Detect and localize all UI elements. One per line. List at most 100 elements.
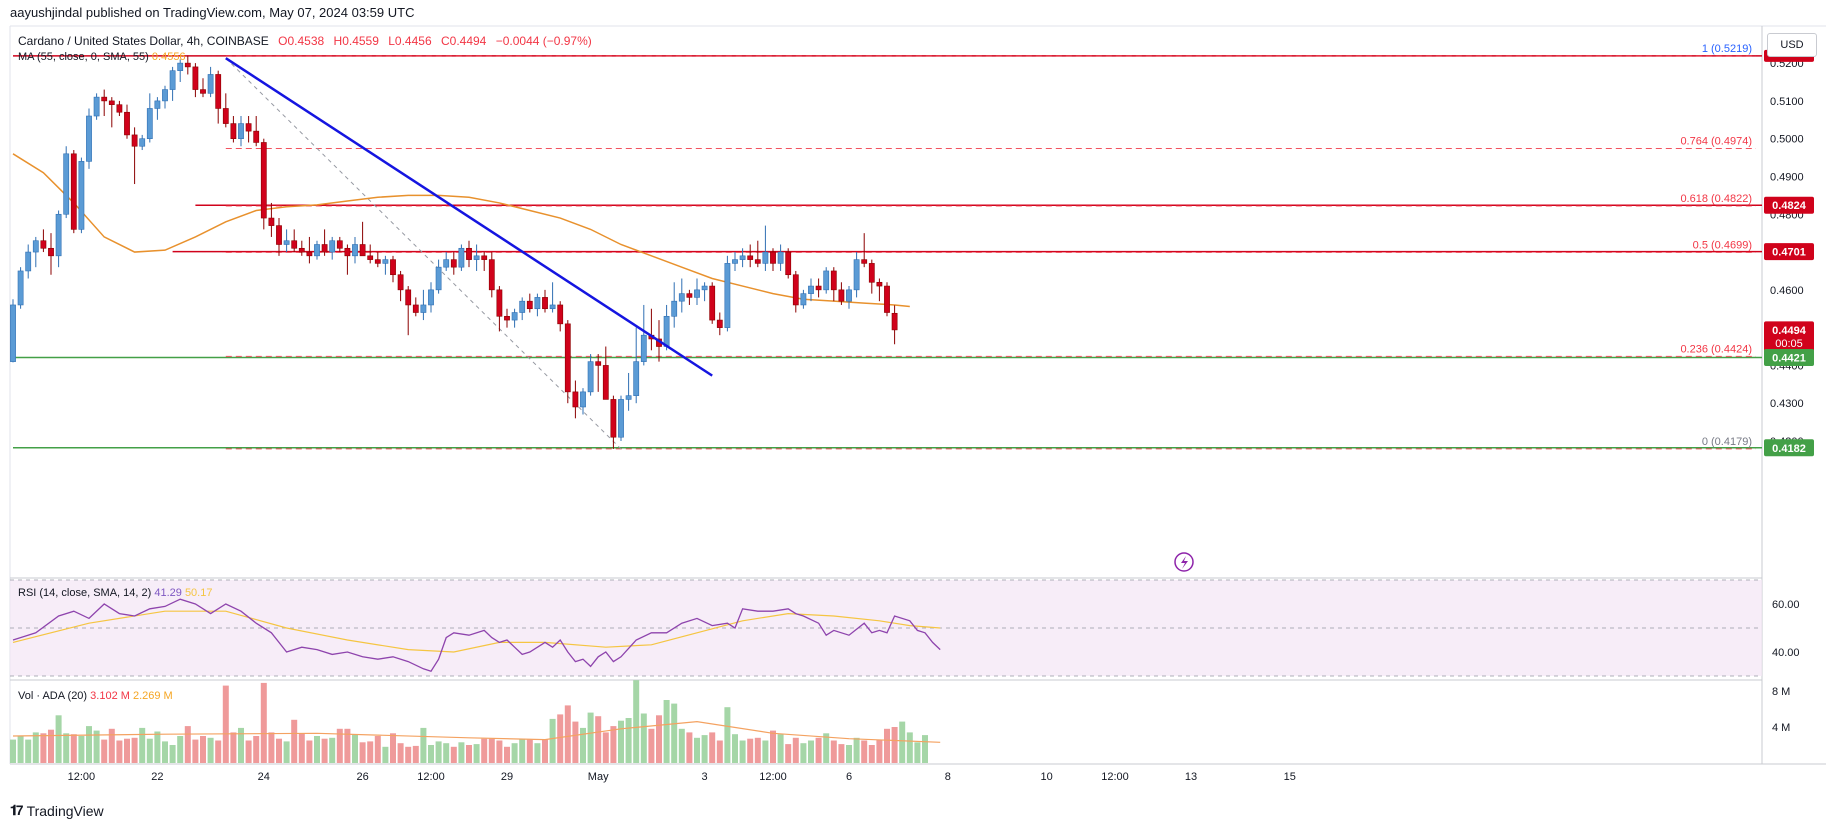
candle	[291, 229, 298, 253]
candle-body	[739, 255, 746, 260]
candle	[678, 278, 685, 313]
volume-bar	[359, 742, 366, 763]
candle	[336, 236, 343, 253]
price-tick-label: 0.4600	[1770, 285, 1804, 297]
candle-body	[291, 240, 298, 249]
fib-level-label: 1 (0.5219)	[1702, 43, 1752, 55]
candle-body	[602, 365, 609, 400]
volume-bar	[739, 740, 746, 763]
fib-level-label: 0.764 (0.4974)	[1680, 136, 1752, 148]
candle	[40, 229, 47, 253]
volume-bar	[488, 738, 495, 763]
candle	[762, 225, 769, 271]
rsi-sma-value: 50.17	[184, 587, 213, 599]
volume-bar	[177, 736, 184, 763]
candle-body	[488, 259, 495, 291]
symbol-info: Cardano / United States Dollar, 4h, COIN…	[18, 34, 598, 48]
volume-bar	[648, 728, 655, 763]
price-badge-box	[1764, 348, 1814, 366]
candle-body	[443, 259, 450, 268]
candle	[511, 308, 518, 328]
candle	[830, 267, 837, 302]
ma-legend[interactable]: MA (55, close, 0, SMA, 55) 0.4556	[18, 51, 186, 63]
volume-bar	[298, 733, 305, 763]
volume-bar	[276, 738, 282, 763]
volume-bar	[762, 740, 769, 763]
candle-body	[754, 259, 761, 264]
volume-bar	[922, 735, 928, 763]
candle	[564, 320, 571, 404]
volume-bar	[481, 738, 488, 763]
candle-body	[93, 96, 100, 117]
candle	[177, 59, 184, 83]
candle-body	[162, 89, 168, 102]
volume-bar	[139, 727, 146, 763]
volume-legend[interactable]: Vol · ADA (20) 3.102 M 2.269 M	[18, 690, 173, 702]
candle	[815, 278, 822, 298]
candle	[823, 267, 830, 294]
candle-body	[853, 259, 860, 291]
fib-level-label: 0.236 (0.4424)	[1680, 343, 1752, 355]
candle	[124, 104, 130, 139]
candle	[633, 327, 640, 404]
candle	[55, 210, 62, 268]
candle-body	[154, 100, 161, 109]
candle	[306, 236, 313, 264]
candle	[222, 93, 229, 128]
candle	[321, 229, 328, 256]
volume-bar	[853, 737, 860, 763]
ohlc-close: C0.4494	[440, 34, 487, 48]
volume-bar	[891, 727, 898, 763]
volume-bar	[435, 741, 442, 763]
volume-bar	[625, 718, 632, 763]
price-badge-countdown: 00:05	[1775, 338, 1803, 350]
lightning-icon-bolt	[1181, 556, 1188, 569]
candle	[435, 259, 442, 294]
volume-bar	[55, 715, 62, 763]
candle	[701, 282, 708, 302]
volume-bar	[602, 732, 609, 763]
volume-bar	[633, 680, 640, 763]
candle-body	[397, 274, 404, 291]
fib-level-label: 0.618 (0.4822)	[1680, 193, 1752, 205]
price-badge-label: 0.4421	[1772, 352, 1806, 364]
volume-bar	[291, 719, 298, 763]
candle-body	[70, 153, 77, 230]
price-badge-box	[1764, 243, 1814, 261]
brand-name: TradingView	[26, 802, 104, 819]
candle	[504, 308, 510, 328]
candle	[458, 244, 465, 271]
symbol-name[interactable]: Cardano / United States Dollar, 4h, COIN…	[18, 34, 269, 48]
rsi-legend[interactable]: RSI (14, close, SMA, 14, 2) 41.29 50.17	[18, 587, 212, 599]
candle-body	[25, 251, 32, 272]
candle-body	[663, 315, 670, 347]
volume-bar	[656, 715, 662, 763]
volume-bar	[200, 736, 206, 763]
volume-bar	[914, 742, 921, 763]
candle	[48, 233, 54, 275]
candle	[846, 286, 852, 309]
candle-body	[808, 285, 814, 294]
time-tick-label: 10	[1040, 771, 1052, 783]
candle	[473, 244, 480, 271]
candle	[93, 93, 100, 120]
volume-bar	[777, 734, 784, 763]
candle-body	[519, 300, 526, 313]
volume-bar	[63, 733, 70, 763]
candle-body	[101, 96, 108, 102]
volume-bar	[587, 712, 594, 763]
candle	[276, 218, 282, 256]
candle	[732, 252, 738, 271]
candle-body	[314, 244, 320, 257]
candle-body	[625, 395, 632, 400]
currency-button[interactable]: USD	[1767, 33, 1817, 57]
candle	[526, 293, 533, 313]
volume-bar	[724, 707, 731, 763]
candle	[184, 55, 191, 75]
tradingview-logo[interactable]: 𝟏7 TradingView	[10, 802, 104, 819]
ohlc-high: H0.4559	[333, 34, 379, 48]
volume-bar	[754, 737, 761, 763]
volume-bar	[184, 726, 191, 763]
candle	[283, 229, 290, 253]
